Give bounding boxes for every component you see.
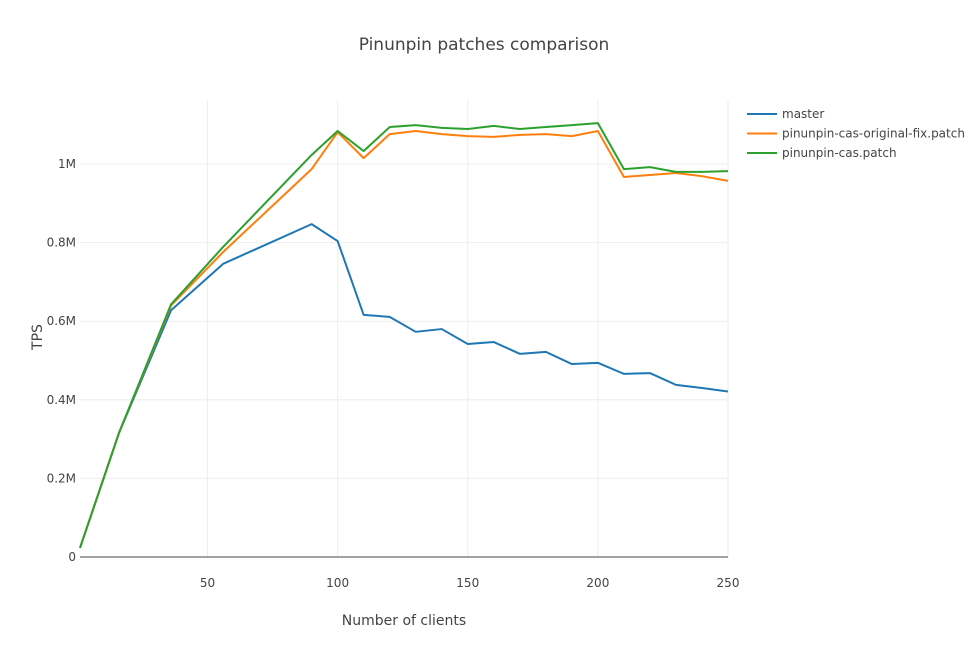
- y-axis-ticks: 0 0.2M 0.4M 0.6M 0.8M 1M: [47, 157, 76, 564]
- legend-label: pinunpin-cas-original-fix.patch: [782, 127, 965, 141]
- chart-title: Pinunpin patches comparison: [359, 35, 610, 55]
- legend-label: master: [782, 107, 824, 121]
- x-tick-label: 50: [200, 576, 215, 590]
- legend-item[interactable]: pinunpin-cas-original-fix.patch: [747, 127, 965, 141]
- y-tick-label: 0.2M: [47, 471, 76, 485]
- series-line-pinunpin-cas-patch: [79, 122, 729, 549]
- y-tick-label: 1M: [58, 157, 76, 171]
- x-tick-label: 200: [586, 576, 609, 590]
- legend-label: pinunpin-cas.patch: [782, 146, 897, 160]
- y-tick-label: 0.6M: [47, 314, 76, 328]
- series-line-master: [79, 223, 729, 549]
- x-tick-label: 100: [326, 576, 349, 590]
- legend-item[interactable]: master: [747, 107, 824, 121]
- series-line-pinunpin-cas-original-fix-patch: [79, 129, 729, 549]
- legend-item[interactable]: pinunpin-cas.patch: [747, 146, 897, 160]
- y-tick-label: 0.8M: [47, 236, 76, 250]
- y-axis-label: TPS: [30, 324, 46, 351]
- x-tick-label: 250: [717, 576, 740, 590]
- x-axis-label: Number of clients: [342, 613, 466, 629]
- y-tick-label: 0.4M: [47, 393, 76, 407]
- x-axis-ticks: 50 100 150 200 250: [200, 576, 740, 590]
- x-tick-label: 150: [456, 576, 479, 590]
- legend[interactable]: master pinunpin-cas-original-fix.patch pin…: [747, 107, 965, 160]
- series-lines: [79, 122, 729, 549]
- y-tick-label: 0: [68, 550, 76, 564]
